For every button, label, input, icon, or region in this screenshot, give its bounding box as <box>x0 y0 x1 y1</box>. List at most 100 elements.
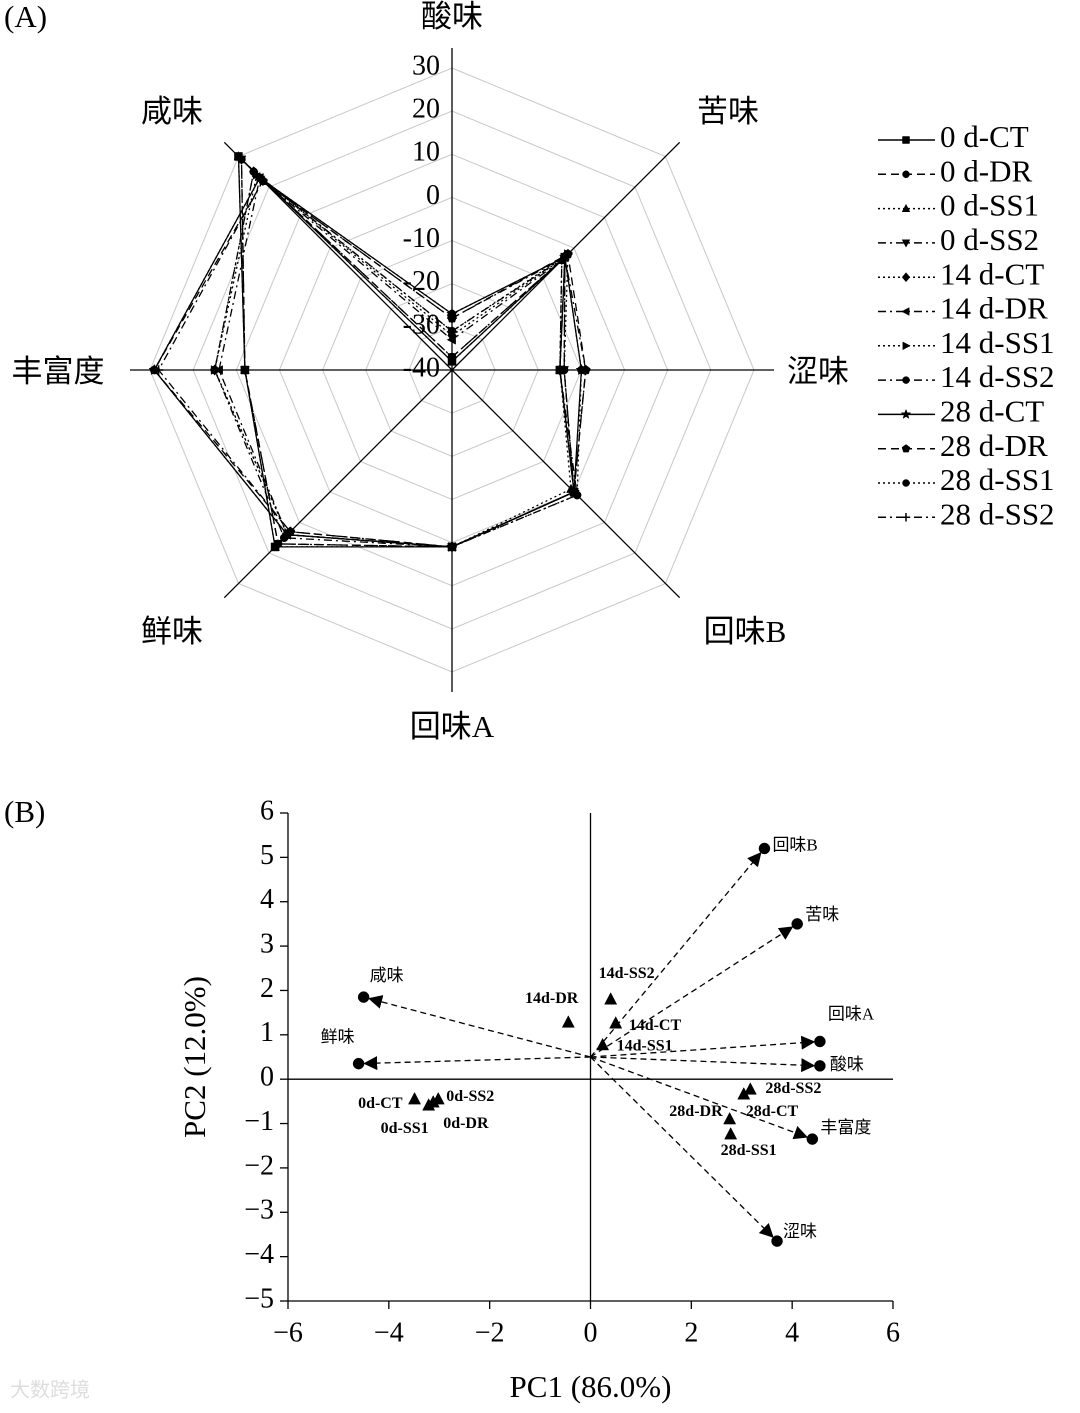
x-tick-label: 6 <box>886 1317 900 1348</box>
legend-marker <box>901 513 911 522</box>
loading-arrow <box>368 995 591 1058</box>
y-tick-label: −3 <box>244 1195 274 1226</box>
x-tick-label: 4 <box>785 1317 799 1348</box>
score-label: 14d-SS2 <box>599 965 655 982</box>
series-marker <box>447 313 457 324</box>
series-marker <box>447 353 457 363</box>
score-point <box>724 1127 738 1140</box>
score-point <box>609 1016 623 1029</box>
series-marker <box>210 365 219 375</box>
x-axis-title: PC1 (86.0%) <box>510 1369 672 1404</box>
legend-label: 14 d-DR <box>940 291 1048 326</box>
legend-label: 28 d-DR <box>940 428 1048 463</box>
loading-label: 回味A <box>828 1004 875 1023</box>
x-tick-label: 0 <box>584 1317 598 1348</box>
score-label: 28d-CT <box>746 1103 799 1120</box>
legend-label: 0 d-SS1 <box>940 188 1039 223</box>
series-marker <box>240 366 250 376</box>
loading-label: 苦味 <box>805 905 839 924</box>
r-tick-label: 10 <box>412 137 440 168</box>
loading-point <box>352 1057 365 1070</box>
series-line <box>218 176 575 548</box>
score-label: 0d-SS1 <box>381 1120 429 1137</box>
legend-label: 14 d-SS2 <box>940 359 1055 394</box>
legend-marker <box>902 170 910 179</box>
legend-label: 0 d-DR <box>940 153 1032 188</box>
legend-label: 28 d-SS2 <box>940 496 1055 531</box>
y-tick-label: −2 <box>244 1150 274 1181</box>
y-tick-label: 0 <box>260 1062 274 1093</box>
y-tick-label: −1 <box>244 1106 274 1137</box>
y-tick-label: −5 <box>244 1283 274 1314</box>
legend-marker <box>902 376 910 384</box>
legend-marker <box>901 239 911 248</box>
loading-point <box>758 842 771 855</box>
loading-label: 酸味 <box>830 1055 864 1074</box>
score-label: 0d-SS2 <box>446 1088 494 1105</box>
score-point <box>596 1037 610 1051</box>
legend-label: 14 d-SS1 <box>940 325 1055 360</box>
r-tick-label: 20 <box>412 94 440 125</box>
r-tick-label: -30 <box>403 309 440 340</box>
loading-point <box>806 1133 819 1145</box>
loading-point <box>814 1060 826 1072</box>
series-marker <box>258 176 268 186</box>
legend-marker <box>901 307 910 316</box>
loading-label: 涩味 <box>783 1222 817 1241</box>
series-marker <box>283 530 292 539</box>
y-tick-label: 4 <box>260 884 274 915</box>
y-tick-label: 1 <box>260 1017 274 1048</box>
score-label: 0d-DR <box>443 1115 489 1132</box>
legend-label: 0 d-SS2 <box>940 222 1039 257</box>
loading-arrow <box>590 1056 809 1140</box>
category-label: 丰富度 <box>12 354 105 389</box>
series-marker <box>569 487 579 497</box>
series-marker <box>560 252 570 262</box>
score-label: 14d-CT <box>629 1017 682 1034</box>
series-marker <box>255 173 265 183</box>
score-point <box>723 1111 737 1125</box>
loading-label: 丰富度 <box>820 1118 871 1137</box>
loading-label: 回味B <box>772 835 817 854</box>
r-tick-label: 30 <box>412 50 440 81</box>
legend-label: 14 d-CT <box>940 256 1044 291</box>
y-tick-label: 3 <box>260 929 274 960</box>
panel-label: (B) <box>4 794 45 829</box>
radar-axis <box>451 369 681 599</box>
r-tick-label: -10 <box>403 223 440 254</box>
series-marker <box>580 365 591 375</box>
x-tick-label: −6 <box>273 1317 303 1348</box>
category-label: 回味B <box>704 614 787 649</box>
series-marker <box>555 365 565 375</box>
loading-label: 咸味 <box>370 966 404 985</box>
legend-marker <box>901 203 911 212</box>
radar-axis <box>223 369 453 599</box>
score-label: 28d-SS1 <box>721 1142 777 1159</box>
series-marker <box>249 167 258 176</box>
loading-point <box>791 918 803 930</box>
loading-label: 鲜味 <box>321 1028 355 1047</box>
score-label: 14d-SS1 <box>617 1038 673 1055</box>
panel-label: (A) <box>4 0 47 34</box>
category-label: 涩味 <box>787 354 849 389</box>
category-label: 苦味 <box>697 94 759 129</box>
series-marker <box>236 155 247 165</box>
series-line <box>153 179 587 548</box>
y-tick-label: 6 <box>260 795 274 826</box>
legend-marker <box>902 479 910 487</box>
series-marker <box>447 542 457 552</box>
y-tick-label: 5 <box>260 840 274 871</box>
category-label: 咸味 <box>141 94 203 129</box>
score-point <box>561 1015 575 1028</box>
y-axis-title: PC2 (12.0%) <box>177 976 212 1138</box>
x-tick-label: −4 <box>374 1317 404 1348</box>
category-label: 回味A <box>410 709 495 744</box>
loading-point <box>771 1235 783 1247</box>
series-marker <box>446 334 456 345</box>
series-line <box>240 157 575 548</box>
score-point <box>743 1082 757 1095</box>
legend-label: 0 d-CT <box>940 119 1029 154</box>
score-point <box>426 1095 440 1108</box>
